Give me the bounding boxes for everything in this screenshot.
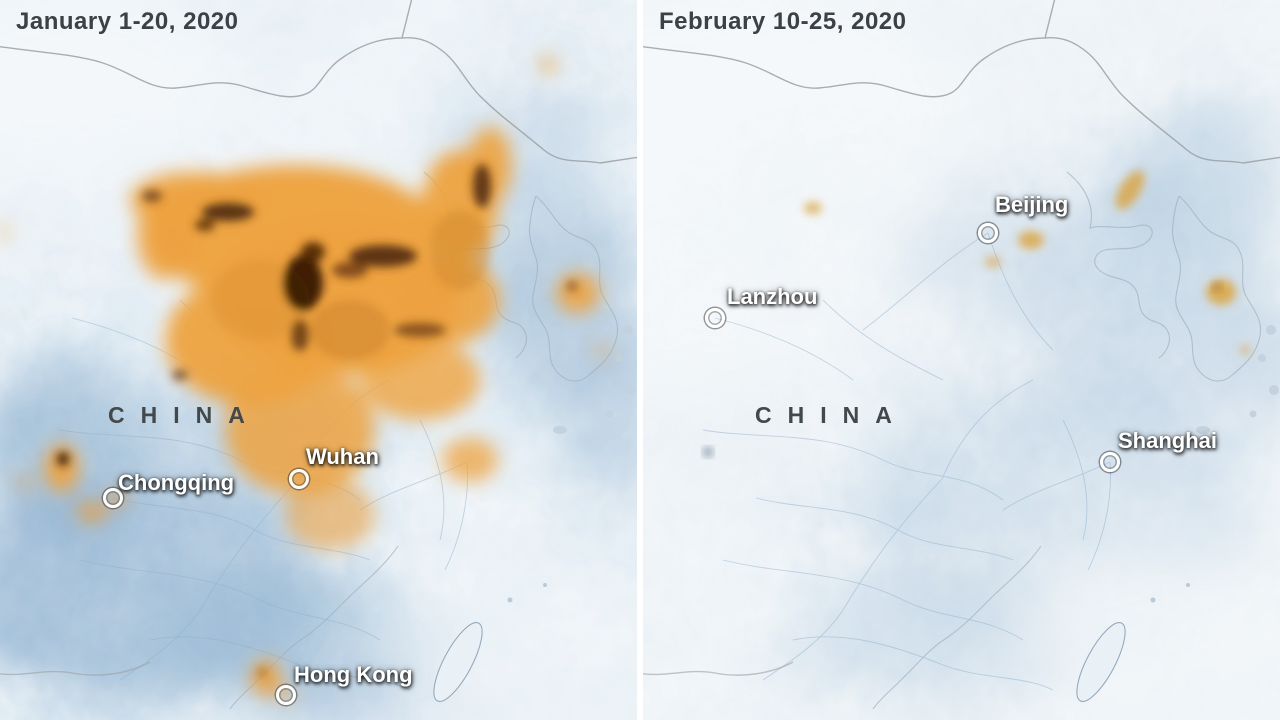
map-title-january: January 1-20, 2020 (16, 8, 239, 35)
city-label-shanghai: Shanghai (1118, 428, 1218, 453)
map-panel-february: February 10-25, 2020 CHINA Lanzhou Beiji… (643, 0, 1280, 720)
city-label-chongqing: Chongqing (118, 470, 235, 495)
no2-map-art-january (0, 0, 637, 720)
city-marker-hong-kong (276, 685, 296, 705)
no2-plume-extreme (57, 164, 577, 676)
city-label-lanzhou: Lanzhou (727, 284, 818, 309)
city-label-wuhan: Wuhan (306, 444, 379, 469)
city-label-hong-kong: Hong Kong (294, 662, 413, 687)
country-label-china-right: CHINA (755, 402, 908, 428)
city-marker-beijing (978, 223, 998, 243)
city-marker-chongqing (103, 488, 123, 508)
city-marker-shanghai (1100, 452, 1120, 472)
city-label-beijing: Beijing (995, 192, 1069, 217)
no2-map-art-february (643, 0, 1280, 720)
city-marker-lanzhou (705, 308, 725, 328)
map-panel-january: January 1-20, 2020 CHINA Chongqing Wuhan… (0, 0, 637, 720)
no2-residual-spots (704, 170, 1250, 456)
country-label-china-left: CHINA (108, 402, 261, 428)
panel-divider (637, 0, 643, 720)
map-title-february: February 10-25, 2020 (659, 8, 907, 35)
city-marker-wuhan (289, 469, 309, 489)
